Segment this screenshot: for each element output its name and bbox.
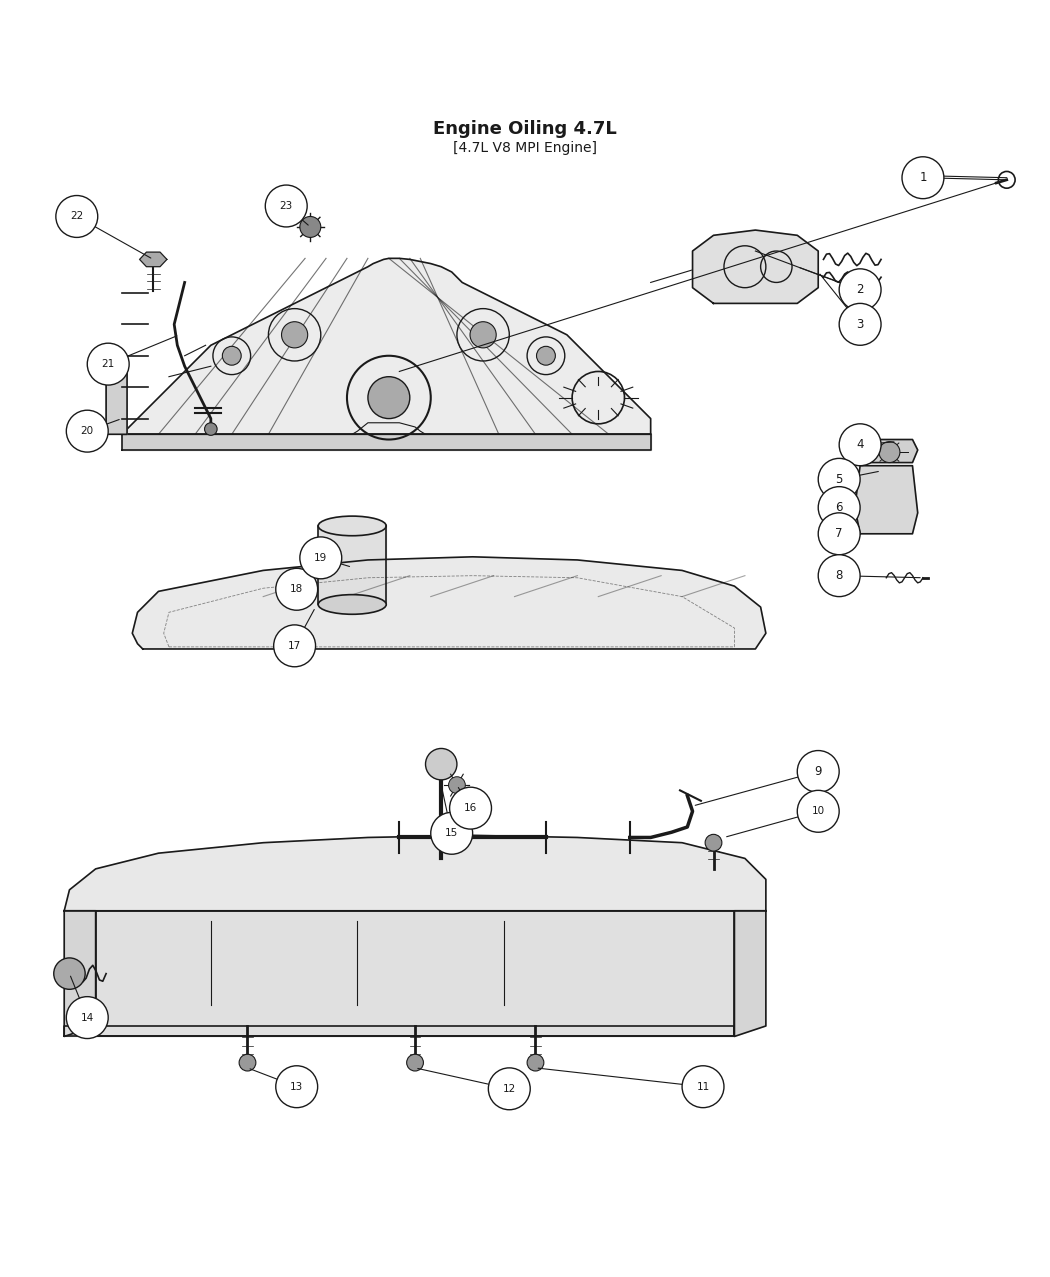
Circle shape [274, 624, 316, 667]
Circle shape [66, 410, 108, 452]
Circle shape [818, 487, 860, 529]
Polygon shape [855, 466, 918, 534]
Text: 22: 22 [70, 212, 83, 221]
Polygon shape [132, 557, 765, 649]
Text: [4.7L V8 MPI Engine]: [4.7L V8 MPI Engine] [453, 140, 597, 155]
Text: 23: 23 [279, 200, 293, 211]
Circle shape [839, 424, 881, 466]
Ellipse shape [318, 516, 386, 536]
Text: 3: 3 [857, 318, 864, 331]
Polygon shape [106, 356, 127, 434]
Text: 10: 10 [812, 806, 825, 816]
Text: 12: 12 [503, 1084, 516, 1094]
Circle shape [430, 812, 473, 854]
Text: 8: 8 [836, 570, 843, 582]
Circle shape [281, 322, 308, 347]
Circle shape [527, 1055, 544, 1071]
Polygon shape [64, 835, 765, 911]
Circle shape [266, 185, 308, 227]
Circle shape [300, 536, 341, 578]
Circle shape [239, 1055, 256, 1071]
Polygon shape [64, 1025, 734, 1037]
Circle shape [839, 269, 881, 310]
Polygon shape [122, 258, 651, 434]
Text: 14: 14 [81, 1013, 93, 1023]
Circle shape [818, 554, 860, 596]
Text: 2: 2 [857, 283, 864, 296]
Circle shape [879, 442, 900, 462]
Text: 18: 18 [290, 585, 303, 594]
Text: 11: 11 [696, 1082, 710, 1092]
Text: 7: 7 [836, 527, 843, 540]
Circle shape [406, 1055, 423, 1071]
Text: 17: 17 [288, 641, 301, 651]
Circle shape [797, 751, 839, 793]
Circle shape [470, 322, 497, 347]
Circle shape [276, 1066, 318, 1107]
Circle shape [537, 346, 555, 365]
Circle shape [448, 776, 465, 793]
Text: 19: 19 [314, 553, 328, 563]
Polygon shape [860, 439, 918, 462]
Ellipse shape [318, 595, 386, 614]
Circle shape [488, 1068, 530, 1110]
Text: 4: 4 [857, 438, 864, 451]
Circle shape [682, 1066, 723, 1107]
Circle shape [839, 304, 881, 345]
Text: Engine Oiling 4.7L: Engine Oiling 4.7L [433, 120, 617, 138]
Polygon shape [122, 434, 651, 450]
Circle shape [449, 787, 491, 829]
Text: 9: 9 [815, 765, 822, 778]
Polygon shape [734, 911, 765, 1037]
Circle shape [87, 344, 129, 386]
Circle shape [205, 423, 217, 435]
Circle shape [818, 513, 860, 554]
Text: 5: 5 [836, 472, 843, 485]
Circle shape [425, 748, 457, 780]
Text: 20: 20 [81, 427, 93, 437]
Text: 1: 1 [919, 171, 927, 184]
Circle shape [902, 157, 944, 199]
Circle shape [66, 996, 108, 1038]
Text: 13: 13 [290, 1082, 303, 1092]
Text: 16: 16 [464, 803, 477, 813]
Text: 15: 15 [445, 829, 458, 838]
Polygon shape [96, 911, 734, 1037]
Text: 6: 6 [836, 501, 843, 515]
Polygon shape [693, 230, 818, 304]
Circle shape [56, 195, 98, 238]
Polygon shape [64, 911, 96, 1037]
Polygon shape [318, 526, 386, 604]
Text: 21: 21 [102, 359, 114, 369]
Circle shape [54, 958, 85, 990]
Circle shape [818, 458, 860, 501]
Circle shape [223, 346, 242, 365]
Circle shape [706, 834, 722, 850]
Circle shape [300, 217, 321, 238]
Circle shape [276, 568, 318, 610]
Circle shape [368, 377, 410, 419]
Polygon shape [140, 252, 167, 267]
Circle shape [797, 790, 839, 833]
